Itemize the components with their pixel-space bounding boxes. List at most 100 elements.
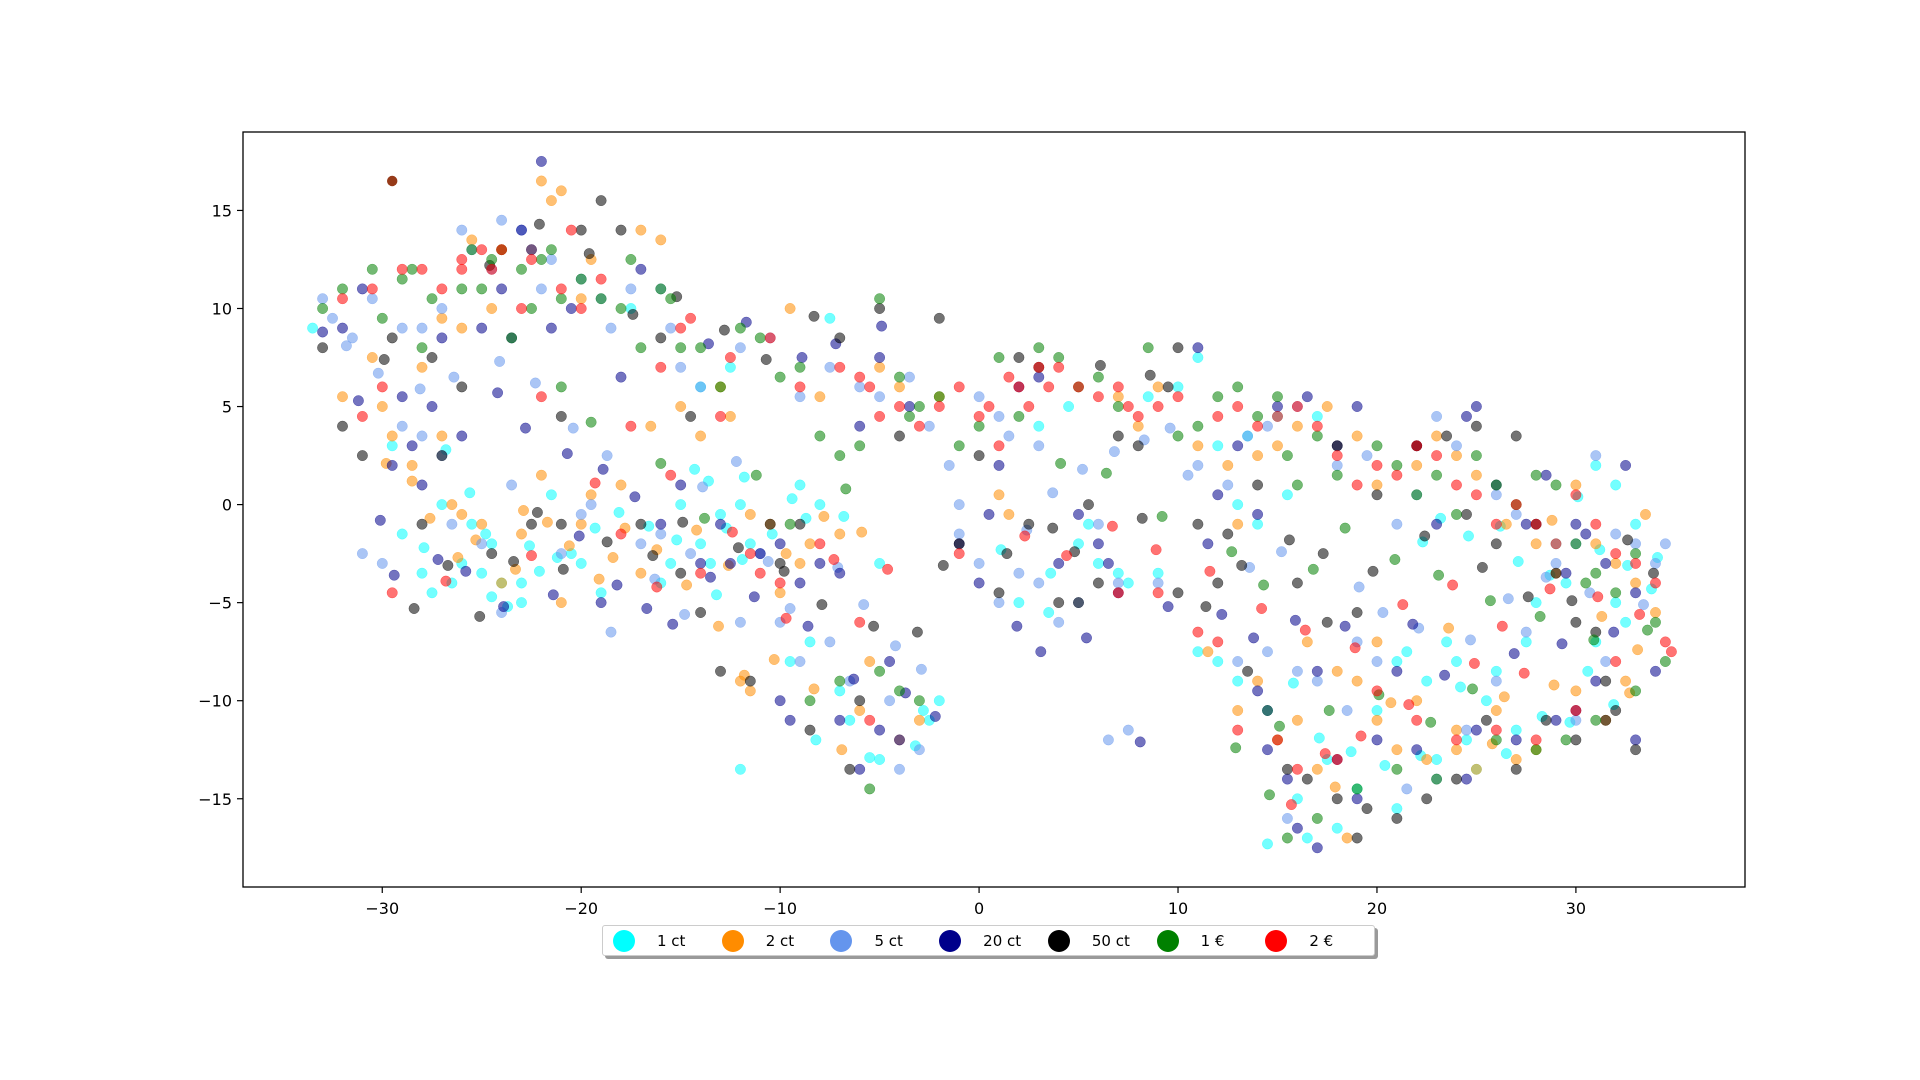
point-5ct-61 [953,528,965,540]
point-2ct-29 [864,656,876,667]
point-5ct-90 [1590,450,1602,462]
point-1ct-67 [1461,734,1472,746]
point-2eur-124 [1518,667,1530,679]
point-5ct-124 [448,371,460,383]
point-1ct-51 [1192,646,1204,658]
legend-swatch-1ct [613,929,635,952]
point-1ct-22 [744,538,756,550]
legend-item-2eur: 2 € [1265,929,1374,952]
point-2ct-56 [1132,420,1144,432]
point-5ct-24 [794,391,806,403]
point-2eur-30 [754,567,766,579]
point-2eur-93 [1331,754,1343,765]
point-5ct-68 [1092,518,1104,530]
point-2eur-21 [625,420,637,432]
point-1ct-41 [1142,391,1154,403]
point-5ct-3 [366,293,378,305]
point-2ct-79 [1640,508,1651,520]
point-2ct-31 [913,714,925,726]
point-1ct-49 [1281,489,1293,501]
point-2ct-12 [555,597,567,609]
point-20ct-120 [1439,669,1451,681]
point-2eur-122 [1592,591,1604,603]
point-2ct-0 [337,391,348,403]
point-5ct-6 [436,303,448,314]
point-20ct-18 [615,371,627,383]
point-1eur-3 [376,312,388,324]
point-20ct-13 [526,244,537,256]
legend-item-1ct: 1 ct [613,929,722,952]
point-1ct-62 [1401,646,1413,658]
point-2eur-42 [913,420,925,432]
point-2eur-109 [882,563,894,575]
point-2eur-26 [695,567,707,579]
point-1eur-111 [1534,610,1546,622]
point-5ct-70 [1152,577,1164,589]
point-5ct-72 [1122,724,1134,736]
point-1ct-26 [814,499,826,511]
point-1ct-10 [516,597,527,609]
point-2eur-43 [933,401,945,412]
point-20ct-84 [1351,793,1363,805]
point-20ct-21 [675,479,687,491]
point-50ct-113 [1622,534,1634,546]
point-5ct-126 [372,367,384,379]
point-20ct-32 [894,734,905,746]
point-2ct-55 [1112,391,1124,403]
point-50ct-28 [854,695,866,707]
point-2ct-58 [1192,440,1204,452]
point-50ct-124 [1144,369,1156,381]
point-2eur-56 [1112,381,1124,393]
x-tick-label: 30 [1566,899,1586,918]
point-1ct-0 [307,322,319,334]
point-2eur-96 [1232,724,1244,736]
point-1eur-61 [1411,489,1423,501]
point-1eur-74 [1650,616,1661,628]
point-5ct-17 [625,283,637,295]
point-50ct-123 [1094,359,1106,371]
point-50ct-118 [627,308,639,320]
point-2eur-15 [535,391,547,403]
point-20ct-38 [874,724,886,736]
point-50ct-14 [615,224,627,236]
point-1eur-72 [1610,587,1622,599]
point-20ct-43 [993,459,1005,471]
point-20ct-47 [1073,508,1084,520]
point-5ct-112 [697,481,709,493]
point-2eur-82 [1630,557,1642,569]
point-5ct-48 [635,538,647,550]
point-2eur-38 [874,410,886,422]
point-50ct-111 [1522,591,1534,603]
point-5ct-65 [1033,577,1045,589]
point-50ct-87 [474,610,486,622]
point-2eur-23 [665,469,677,481]
point-2eur-88 [1530,734,1542,746]
point-50ct-54 [1351,607,1363,618]
point-1eur-56 [1291,479,1303,491]
point-2eur-73 [1451,479,1462,491]
point-5ct-125 [414,383,426,395]
point-20ct-31 [874,352,886,363]
point-2eur-22 [655,361,667,373]
point-1ct-109 [671,534,683,546]
x-tick-label: −20 [564,899,598,918]
point-2eur-115 [1256,603,1268,614]
point-50ct-51 [1291,577,1303,589]
point-5ct-63 [993,597,1005,609]
y-tick-label: −10 [198,692,232,711]
point-2eur-101 [953,548,965,560]
point-20ct-56 [1301,391,1313,403]
point-5ct-12 [535,283,547,295]
point-1eur-50 [1192,420,1204,432]
point-1eur-22 [655,283,667,295]
point-1eur-96 [585,416,597,428]
point-1eur-6 [426,293,438,305]
x-tick-label: 0 [974,899,984,918]
point-1eur-89 [864,783,876,795]
point-20ct-103 [667,618,679,630]
point-1eur-59 [1371,440,1383,452]
point-20ct-67 [1560,567,1572,579]
point-20ct-94 [374,514,386,526]
point-1eur-54 [1272,391,1283,403]
point-1eur-77 [1590,714,1602,726]
